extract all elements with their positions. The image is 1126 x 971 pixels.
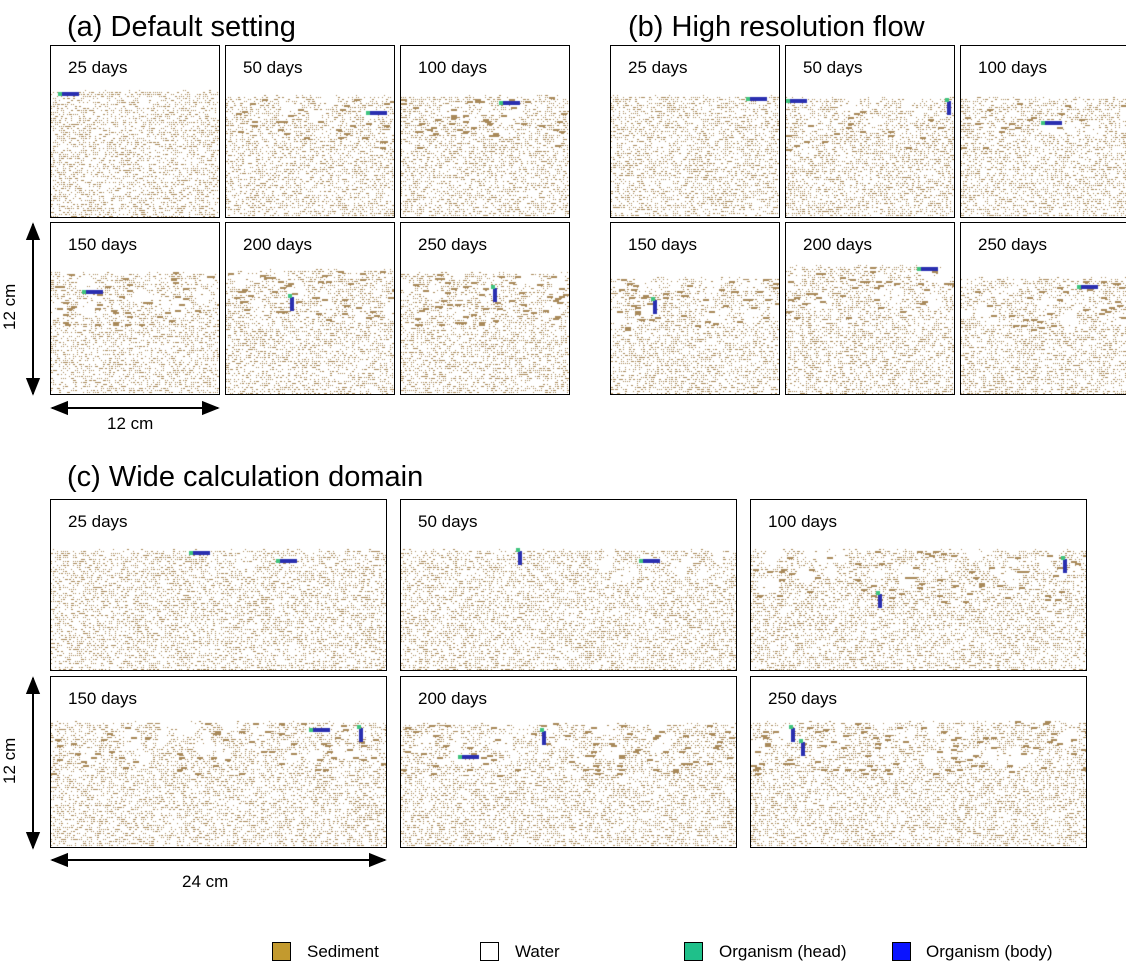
panel-label: 250 days	[768, 689, 837, 708]
sediment-texture	[401, 46, 569, 217]
sediment-texture	[226, 223, 394, 394]
height-label-a: 12 cm	[0, 283, 19, 330]
sediment-texture	[786, 223, 954, 394]
legend-label-water: Water	[515, 942, 560, 961]
legend-label-sediment: Sediment	[307, 942, 379, 961]
sediment-texture	[961, 223, 1126, 394]
panel-a-250: 250 days	[400, 222, 570, 395]
sediment-texture	[401, 223, 569, 394]
panel-a-150: 150 days	[50, 222, 220, 395]
panel-label: 200 days	[243, 235, 312, 254]
sediment-texture	[786, 46, 954, 217]
sediment-texture	[751, 500, 1086, 670]
panel-c-250: 250 days	[750, 676, 1087, 848]
panel-a-50: 50 days	[225, 45, 395, 218]
legend-swatch-organism-head	[684, 942, 703, 961]
width-label-a: 12 cm	[107, 414, 154, 433]
panel-label: 200 days	[418, 689, 487, 708]
panel-b-25: 25 days	[610, 45, 780, 218]
sediment-texture	[226, 46, 394, 217]
panel-label: 25 days	[628, 58, 688, 77]
sediment-texture	[51, 223, 219, 394]
legend-label-organism-body: Organism (body)	[926, 942, 1053, 961]
panel-c-150: 150 days	[50, 676, 387, 848]
panel-label: 100 days	[768, 512, 837, 531]
legend-label-organism-head: Organism (head)	[719, 942, 847, 961]
panel-c-25: 25 days	[50, 499, 387, 671]
legend-swatch-sediment	[272, 942, 291, 961]
panel-label: 250 days	[978, 235, 1047, 254]
panel-b-200: 200 days	[785, 222, 955, 395]
panel-c-100: 100 days	[750, 499, 1087, 671]
panel-b-50: 50 days	[785, 45, 955, 218]
sediment-texture	[751, 677, 1086, 847]
panel-a-25: 25 days	[50, 45, 220, 218]
panel-b-150: 150 days	[610, 222, 780, 395]
panel-label: 100 days	[418, 58, 487, 77]
panel-label: 100 days	[978, 58, 1047, 77]
panel-label: 25 days	[68, 512, 128, 531]
panel-label: 250 days	[418, 235, 487, 254]
panel-label: 25 days	[68, 58, 128, 77]
panel-label: 50 days	[418, 512, 478, 531]
panel-label: 150 days	[68, 689, 137, 708]
legend-swatch-organism-body	[892, 942, 911, 961]
panel-b-250: 250 days	[960, 222, 1126, 395]
section-title-c: (c) Wide calculation domain	[67, 461, 424, 493]
height-label-c: 12 cm	[0, 737, 19, 784]
panel-label: 50 days	[243, 58, 303, 77]
section-title-b: (b) High resolution flow	[628, 11, 925, 43]
sediment-texture	[961, 46, 1126, 217]
panel-label: 150 days	[68, 235, 137, 254]
legend-swatch-water	[480, 942, 499, 961]
width-label-c: 24 cm	[182, 872, 229, 891]
panel-c-200: 200 days	[400, 676, 737, 848]
panel-b-100: 100 days	[960, 45, 1126, 218]
panel-a-200: 200 days	[225, 222, 395, 395]
sediment-texture	[51, 46, 219, 217]
sediment-texture	[611, 223, 779, 394]
section-title-a: (a) Default setting	[67, 11, 296, 43]
panel-label: 200 days	[803, 235, 872, 254]
sediment-texture	[51, 677, 386, 847]
sediment-texture	[401, 677, 736, 847]
sediment-texture	[401, 500, 736, 670]
sediment-texture	[611, 46, 779, 217]
panel-c-50: 50 days	[400, 499, 737, 671]
panel-label: 150 days	[628, 235, 697, 254]
panel-label: 50 days	[803, 58, 863, 77]
panel-a-100: 100 days	[400, 45, 570, 218]
sediment-texture	[51, 500, 386, 670]
